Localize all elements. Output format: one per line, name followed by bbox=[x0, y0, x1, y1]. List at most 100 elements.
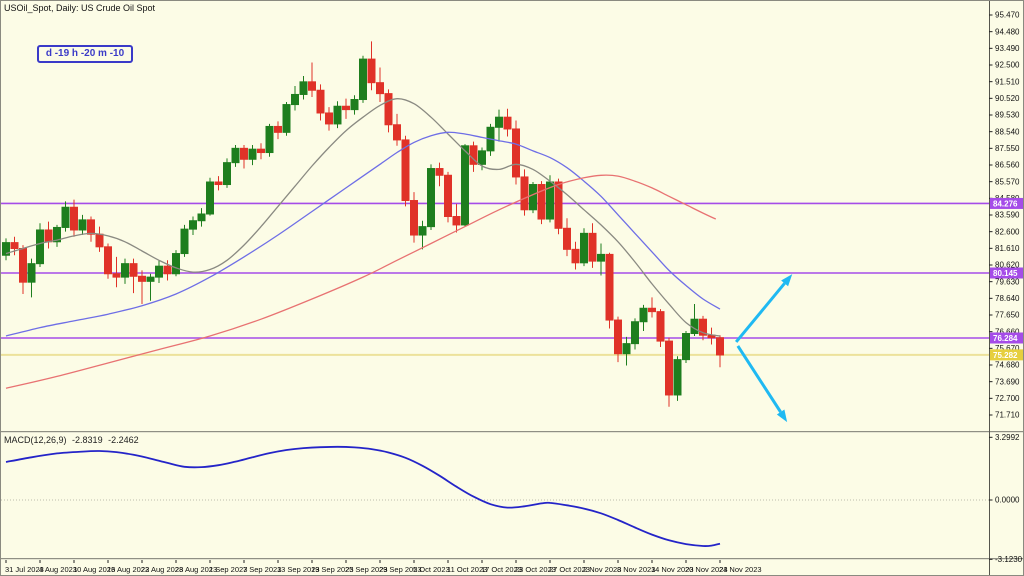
date-tick-label: 2 Nov 2023 bbox=[583, 565, 621, 574]
macd-main-value: -2.8319 bbox=[72, 435, 103, 445]
candle-body bbox=[461, 145, 469, 226]
candle-body bbox=[138, 275, 146, 282]
candle-body bbox=[36, 229, 44, 265]
candle-body bbox=[614, 319, 622, 355]
price-tag-bg bbox=[990, 267, 1023, 279]
candle-body bbox=[393, 124, 401, 141]
candle-body bbox=[520, 176, 529, 211]
candle-body bbox=[367, 58, 376, 84]
price-axis[interactable]: 95.470 94.480 93.490 92.500 91.510 90.520 89.5… bbox=[989, 1, 1023, 575]
candle-body bbox=[87, 219, 95, 235]
candle-body bbox=[631, 321, 639, 345]
candle-body bbox=[214, 181, 223, 186]
price-tick-label: 81.610 bbox=[995, 244, 1020, 253]
candle-body bbox=[206, 181, 214, 215]
candle-body bbox=[231, 147, 240, 164]
date-tick-label: 1 Sep 2023 bbox=[209, 565, 247, 574]
price-tick-label: 80.620 bbox=[995, 261, 1020, 270]
candle-body bbox=[350, 99, 359, 111]
candle-countdown-text: d -19 h -20 m -10 bbox=[45, 48, 125, 59]
macd-tick-label: 3.2992 bbox=[995, 433, 1020, 442]
up-scenario-arrow-shaft bbox=[734, 282, 786, 343]
macd-tick-label: 0.0000 bbox=[995, 496, 1020, 505]
chart-plot-area[interactable] bbox=[2, 2, 989, 432]
price-tag-bg bbox=[990, 197, 1023, 209]
date-tick-label: 7 Sep 2023 bbox=[243, 565, 281, 574]
price-tick-label: 74.680 bbox=[995, 361, 1020, 370]
down-scenario-arrow[interactable] bbox=[736, 345, 788, 423]
candle-body bbox=[155, 265, 163, 278]
candle-body bbox=[418, 226, 427, 236]
date-tick-label: 22 Aug 2023 bbox=[141, 565, 183, 574]
candle-body bbox=[588, 232, 597, 262]
candle-body bbox=[656, 311, 665, 342]
macd-pane bbox=[1, 445, 989, 547]
price-tick-label: 71.710 bbox=[995, 411, 1020, 420]
price-tick-label: 88.540 bbox=[995, 127, 1020, 136]
price-tick-label: 91.510 bbox=[995, 77, 1020, 86]
date-tick-label: 24 Nov 2023 bbox=[719, 565, 762, 574]
candle-body bbox=[180, 228, 189, 255]
candle-body bbox=[291, 93, 299, 106]
candle-body bbox=[580, 232, 588, 264]
candle-body bbox=[673, 359, 682, 396]
candle-body bbox=[61, 206, 70, 228]
date-tick-label: 11 Oct 2023 bbox=[447, 565, 487, 574]
date-tick-label: 23 Oct 2023 bbox=[515, 565, 556, 574]
price-tag-76.284: 76.284 bbox=[990, 332, 1023, 344]
date-tick-label: 29 Sep 2023 bbox=[379, 565, 422, 574]
candle-body bbox=[563, 227, 571, 250]
price-tick-label: 75.670 bbox=[995, 344, 1020, 353]
date-tick-label: 20 Nov 2023 bbox=[685, 565, 728, 574]
ma-medium-blue-line bbox=[5, 131, 721, 337]
candle-body bbox=[648, 307, 656, 313]
candle-body bbox=[189, 220, 197, 230]
candle-body bbox=[163, 265, 172, 275]
date-tick-label: 31 Jul 2023 bbox=[5, 565, 44, 574]
candle-body bbox=[384, 93, 393, 126]
up-scenario-arrow[interactable] bbox=[734, 274, 793, 343]
macd-indicator-label: MACD(12,26,9) -2.8319 -2.2462 bbox=[4, 435, 142, 445]
price-tick-label: 82.600 bbox=[995, 227, 1020, 236]
candle-body bbox=[503, 116, 512, 130]
up-scenario-arrow-head-icon bbox=[781, 274, 793, 287]
candle-body bbox=[44, 229, 53, 243]
ma-slow-red-line bbox=[5, 174, 717, 389]
date-tick-label: 25 Sep 2023 bbox=[345, 565, 388, 574]
candle-body bbox=[682, 333, 690, 361]
candle-body bbox=[435, 168, 444, 176]
price-tick-label: 83.590 bbox=[995, 211, 1020, 220]
date-tick-label: 5 Oct 2023 bbox=[413, 565, 450, 574]
candle-body bbox=[2, 242, 10, 256]
candle-body bbox=[282, 104, 291, 133]
candle-body bbox=[529, 184, 537, 211]
candle-body bbox=[248, 148, 257, 160]
ma-fast-gray-line bbox=[5, 98, 721, 337]
candle-body bbox=[554, 181, 563, 229]
price-tag-bg bbox=[990, 332, 1023, 344]
price-tick-label: 90.520 bbox=[995, 94, 1020, 103]
price-tick-label: 85.570 bbox=[995, 177, 1020, 186]
candle-body bbox=[274, 125, 282, 133]
price-tick-label: 94.480 bbox=[995, 27, 1020, 36]
price-tick-label: 72.700 bbox=[995, 394, 1020, 403]
macd-signal-value: -2.2462 bbox=[108, 435, 139, 445]
candle-body bbox=[359, 58, 367, 101]
candle-body bbox=[537, 184, 546, 220]
price-tick-label: 77.650 bbox=[995, 311, 1020, 320]
candle-body bbox=[444, 174, 452, 218]
price-tick-label: 87.550 bbox=[995, 144, 1020, 153]
candle-body bbox=[121, 263, 129, 278]
price-tag-80.145: 80.145 bbox=[990, 267, 1023, 279]
candle-body bbox=[699, 318, 707, 336]
candle-body bbox=[495, 116, 503, 128]
candle-body bbox=[240, 147, 248, 160]
price-tag-84.276: 84.276 bbox=[990, 197, 1023, 209]
price-tag-75.282: 75.282 bbox=[990, 349, 1023, 361]
candle-body bbox=[376, 82, 384, 95]
candle-body bbox=[665, 340, 673, 396]
macd-line bbox=[5, 445, 721, 547]
